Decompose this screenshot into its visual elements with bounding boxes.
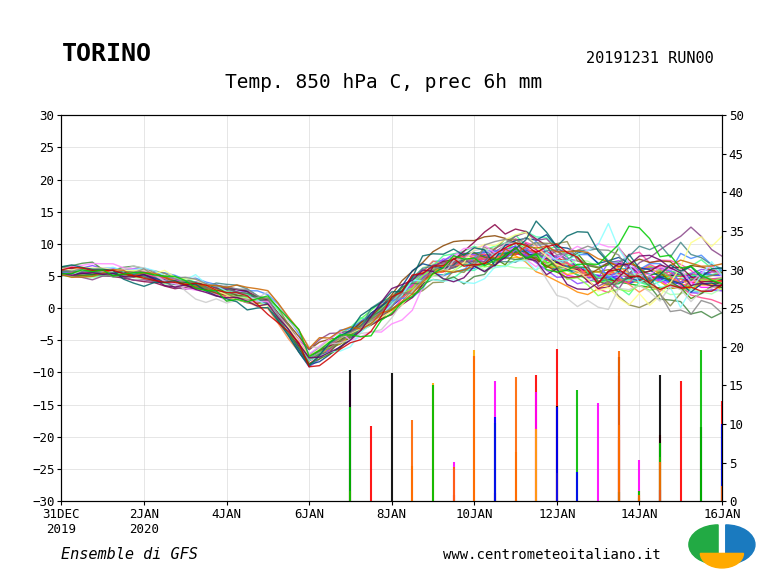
Wedge shape <box>726 525 755 564</box>
Text: Ensemble di GFS: Ensemble di GFS <box>61 547 198 562</box>
Text: 20191231 RUN00: 20191231 RUN00 <box>587 51 714 66</box>
Wedge shape <box>700 554 743 568</box>
Wedge shape <box>689 525 718 564</box>
Text: TORINO: TORINO <box>61 42 151 66</box>
Text: Temp. 850 hPa C, prec 6h mm: Temp. 850 hPa C, prec 6h mm <box>225 73 543 92</box>
Text: www.centrometeoitaliano.it: www.centrometeoitaliano.it <box>442 548 660 562</box>
